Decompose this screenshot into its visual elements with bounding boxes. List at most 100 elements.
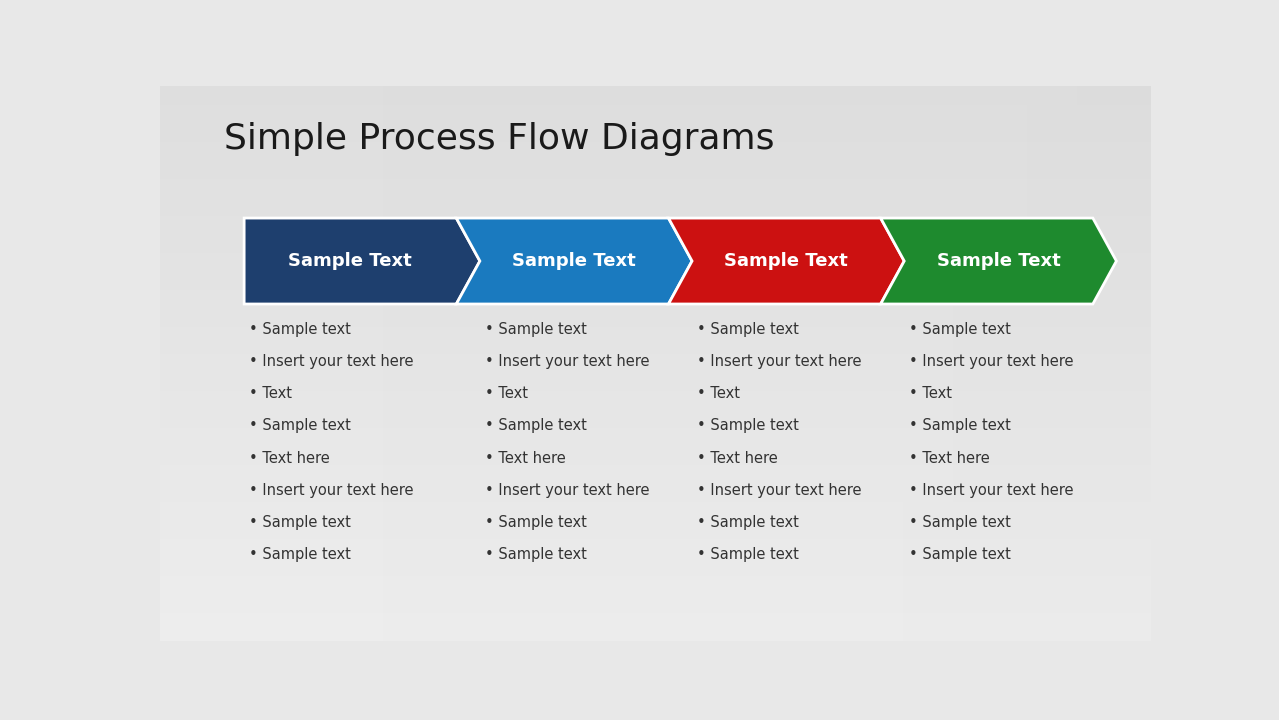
Bar [160, 530, 1151, 539]
Text: Simple Process Flow Diagrams: Simple Process Flow Diagrams [224, 122, 775, 156]
Text: • Text here: • Text here [485, 451, 565, 466]
Text: • Sample text: • Sample text [485, 418, 587, 433]
Bar [160, 216, 1151, 225]
Polygon shape [244, 218, 480, 304]
Bar [160, 595, 1151, 604]
Bar [953, 86, 977, 641]
Bar [160, 622, 1151, 631]
Bar [160, 465, 1151, 474]
Bar [458, 86, 482, 641]
Bar [334, 86, 358, 641]
Bar [929, 86, 953, 641]
Text: • Text: • Text [485, 387, 528, 401]
Bar [160, 521, 1151, 530]
Bar [606, 86, 631, 641]
Bar [234, 86, 258, 641]
Text: • Insert your text here: • Insert your text here [249, 483, 413, 498]
Bar [432, 86, 458, 641]
Text: • Sample text: • Sample text [249, 547, 350, 562]
Bar [160, 428, 1151, 438]
Bar [1027, 86, 1053, 641]
Bar [656, 86, 680, 641]
Bar [160, 86, 184, 641]
Bar [160, 327, 1151, 336]
Text: • Sample text: • Sample text [697, 418, 799, 433]
Text: • Sample text: • Sample text [909, 322, 1012, 337]
Bar [160, 456, 1151, 465]
Bar [160, 493, 1151, 503]
Bar [160, 585, 1151, 595]
Bar [160, 142, 1151, 151]
Bar [160, 132, 1151, 142]
Bar [160, 169, 1151, 179]
Text: • Insert your text here: • Insert your text here [485, 483, 650, 498]
Bar [631, 86, 656, 641]
Polygon shape [457, 218, 692, 304]
Text: • Sample text: • Sample text [909, 547, 1012, 562]
Bar [160, 503, 1151, 511]
Bar [160, 271, 1151, 280]
Bar [160, 308, 1151, 318]
Bar [160, 604, 1151, 613]
Text: • Sample text: • Sample text [249, 322, 350, 337]
Bar [160, 299, 1151, 308]
Bar [160, 410, 1151, 419]
Bar [160, 354, 1151, 364]
Bar [556, 86, 581, 641]
Bar [160, 345, 1151, 354]
Bar [1053, 86, 1077, 641]
Bar [1127, 86, 1151, 641]
Bar [160, 225, 1151, 234]
Bar [160, 567, 1151, 576]
Bar [408, 86, 432, 641]
Bar [482, 86, 506, 641]
Text: • Sample text: • Sample text [909, 515, 1012, 530]
Bar [160, 400, 1151, 410]
Bar [160, 613, 1151, 622]
Bar [160, 419, 1151, 428]
Bar [160, 289, 1151, 299]
Bar [977, 86, 1003, 641]
Polygon shape [881, 218, 1117, 304]
Bar [804, 86, 829, 641]
Text: Sample Text: Sample Text [513, 252, 636, 270]
Bar [730, 86, 755, 641]
Bar [160, 253, 1151, 262]
Bar [160, 511, 1151, 521]
Bar [160, 373, 1151, 382]
Bar [160, 576, 1151, 585]
Text: • Insert your text here: • Insert your text here [909, 483, 1073, 498]
Text: • Insert your text here: • Insert your text here [697, 354, 862, 369]
Bar [160, 280, 1151, 289]
Text: • Sample text: • Sample text [909, 418, 1012, 433]
Text: • Sample text: • Sample text [485, 547, 587, 562]
Bar [829, 86, 854, 641]
Text: • Sample text: • Sample text [485, 515, 587, 530]
Bar [160, 151, 1151, 161]
Bar [705, 86, 730, 641]
Bar [160, 86, 1151, 96]
Bar [284, 86, 308, 641]
Bar [1003, 86, 1027, 641]
Bar [184, 86, 210, 641]
Bar [160, 364, 1151, 373]
Bar [903, 86, 929, 641]
Text: Sample Text: Sample Text [724, 252, 848, 270]
Text: • Insert your text here: • Insert your text here [909, 354, 1073, 369]
Bar [160, 631, 1151, 641]
Bar [879, 86, 903, 641]
Bar [680, 86, 705, 641]
Text: • Text: • Text [697, 387, 741, 401]
Bar [160, 484, 1151, 493]
Bar [160, 474, 1151, 484]
Bar [160, 539, 1151, 549]
Bar [308, 86, 334, 641]
Bar [160, 114, 1151, 123]
Bar [160, 96, 1151, 105]
Bar [160, 438, 1151, 446]
Text: • Sample text: • Sample text [249, 418, 350, 433]
Text: • Sample text: • Sample text [249, 515, 350, 530]
Bar [160, 318, 1151, 327]
Text: • Sample text: • Sample text [485, 322, 587, 337]
Bar [382, 86, 408, 641]
